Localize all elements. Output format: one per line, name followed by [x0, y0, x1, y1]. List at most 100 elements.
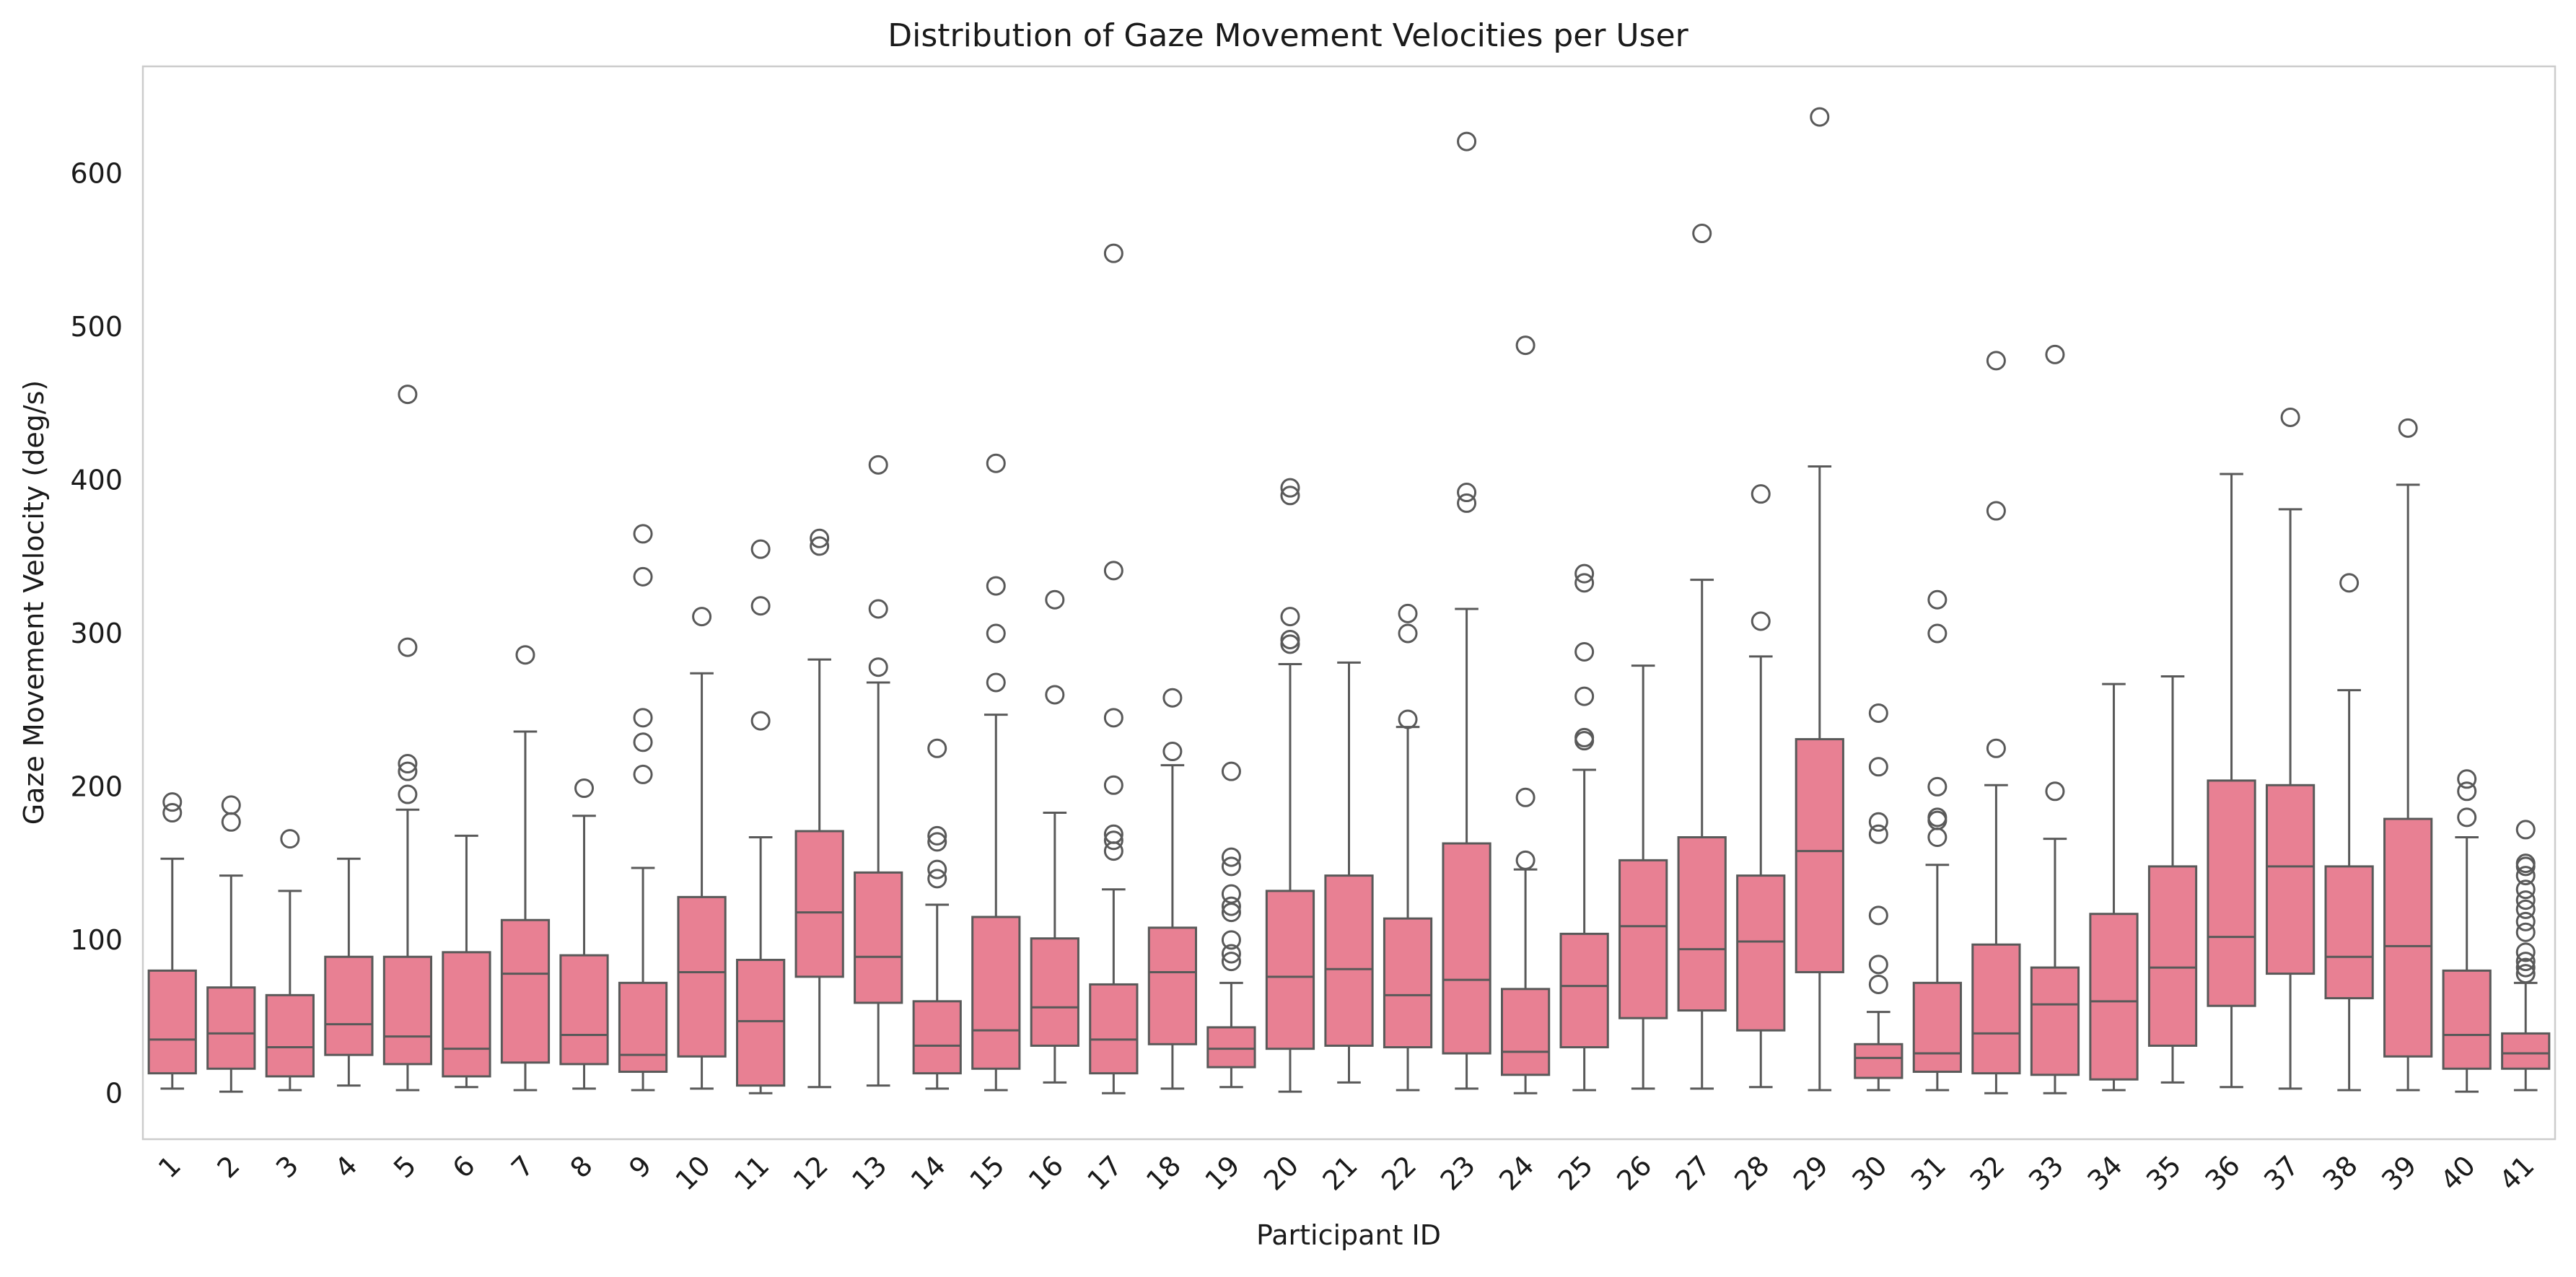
x-tick-label-5: 5 — [387, 1149, 422, 1184]
outlier-31-0 — [1927, 828, 1948, 848]
outlier-41-11 — [2515, 853, 2536, 874]
x-tick-label-31: 31 — [1905, 1149, 1952, 1196]
box-20 — [1265, 890, 1315, 1050]
box-group-24 — [1500, 335, 1551, 1094]
outlier-27-0 — [1692, 224, 1712, 244]
box-group-3 — [265, 829, 315, 1092]
box-19 — [1206, 1026, 1256, 1068]
box-group-34 — [2089, 683, 2139, 1092]
box-group-1 — [147, 792, 197, 1090]
outlier-11-1 — [750, 596, 771, 616]
box-group-17 — [1089, 243, 1139, 1094]
outlier-30-2 — [1868, 905, 1888, 926]
box-group-40 — [2442, 769, 2492, 1093]
outlier-24-1 — [1515, 787, 1535, 807]
box-1 — [147, 969, 197, 1075]
x-tick-label-14: 14 — [905, 1149, 952, 1196]
box-group-9 — [618, 524, 668, 1092]
outlier-13-1 — [868, 599, 888, 619]
outlier-31-4 — [1927, 623, 1948, 644]
outlier-30-0 — [1868, 974, 1888, 994]
box-11 — [736, 958, 786, 1087]
outlier-20-0 — [1280, 634, 1300, 654]
y-tick-label-0: 0 — [105, 1077, 123, 1109]
box-29 — [1795, 738, 1844, 973]
box-group-10 — [677, 607, 727, 1090]
box-5 — [382, 955, 433, 1066]
outlier-25-1 — [1574, 727, 1595, 747]
outlier-11-0 — [750, 711, 771, 731]
outlier-3-0 — [280, 829, 300, 849]
outlier-19-6 — [1221, 856, 1241, 877]
outlier-19-2 — [1221, 930, 1241, 950]
x-tick-label-8: 8 — [564, 1149, 599, 1184]
outlier-33-1 — [2045, 344, 2065, 364]
x-tick-label-2: 2 — [211, 1149, 245, 1184]
x-tick-label-25: 25 — [1552, 1149, 1599, 1196]
x-tick-label-22: 22 — [1375, 1149, 1422, 1196]
box-group-30 — [1854, 703, 1903, 1092]
outlier-31-2 — [1927, 807, 1948, 828]
box-37 — [2265, 784, 2316, 975]
chart-title: Distribution of Gaze Movement Velocities… — [888, 17, 1688, 54]
x-tick-label-39: 39 — [2375, 1149, 2422, 1196]
outlier-22-1 — [1398, 623, 1418, 644]
box-10 — [677, 895, 727, 1058]
box-group-26 — [1618, 664, 1668, 1090]
x-tick-label-10: 10 — [670, 1149, 717, 1196]
x-tick-label-30: 30 — [1846, 1149, 1893, 1196]
box-group-12 — [794, 528, 844, 1089]
box-35 — [2147, 865, 2198, 1047]
outlier-13-2 — [868, 455, 888, 475]
outlier-12-0 — [810, 536, 830, 556]
outlier-9-2 — [633, 708, 653, 728]
outlier-41-12 — [2515, 820, 2536, 840]
outlier-14-1 — [927, 859, 947, 879]
box-group-36 — [2207, 473, 2256, 1089]
x-tick-label-17: 17 — [1081, 1149, 1128, 1196]
outlier-10-0 — [692, 607, 712, 627]
box-group-23 — [1442, 131, 1491, 1090]
box-30 — [1854, 1043, 1903, 1079]
box-group-16 — [1030, 589, 1079, 1084]
outlier-5-1 — [398, 761, 418, 781]
box-7 — [500, 918, 551, 1064]
outlier-41-9 — [2515, 866, 2536, 886]
outlier-15-1 — [986, 623, 1006, 644]
box-group-32 — [1971, 351, 2021, 1094]
box-13 — [854, 871, 903, 1004]
box-21 — [1324, 874, 1374, 1047]
outlier-7-0 — [515, 645, 535, 665]
x-tick-label-12: 12 — [787, 1149, 834, 1196]
x-tick-label-20: 20 — [1258, 1149, 1305, 1196]
box-group-7 — [500, 645, 551, 1092]
x-tick-label-6: 6 — [447, 1149, 481, 1184]
outlier-17-4 — [1103, 708, 1123, 728]
x-tick-label-9: 9 — [623, 1149, 657, 1184]
box-group-35 — [2147, 675, 2198, 1084]
outlier-41-7 — [2515, 890, 2536, 910]
outlier-30-1 — [1868, 955, 1888, 975]
outlier-17-3 — [1103, 775, 1123, 795]
x-tick-label-18: 18 — [1140, 1149, 1187, 1196]
x-tick-label-7: 7 — [505, 1149, 540, 1184]
outlier-41-3 — [2515, 942, 2536, 962]
outlier-23-2 — [1457, 131, 1477, 152]
outlier-5-3 — [398, 637, 418, 657]
x-tick-label-41: 41 — [2493, 1149, 2540, 1196]
outlier-9-1 — [633, 732, 653, 752]
box-22 — [1383, 917, 1433, 1049]
outlier-9-3 — [633, 566, 653, 587]
x-tick-label-35: 35 — [2140, 1149, 2187, 1196]
outlier-20-4 — [1280, 478, 1300, 498]
outlier-19-8 — [1221, 761, 1241, 781]
outlier-32-0 — [1986, 738, 2006, 758]
x-tick-label-29: 29 — [1787, 1149, 1834, 1196]
box-18 — [1147, 926, 1198, 1045]
outlier-38-0 — [2339, 573, 2360, 593]
y-tick-label-300: 300 — [70, 618, 123, 649]
box-group-33 — [2030, 344, 2080, 1094]
outlier-17-5 — [1103, 561, 1123, 581]
box-group-25 — [1559, 563, 1609, 1092]
